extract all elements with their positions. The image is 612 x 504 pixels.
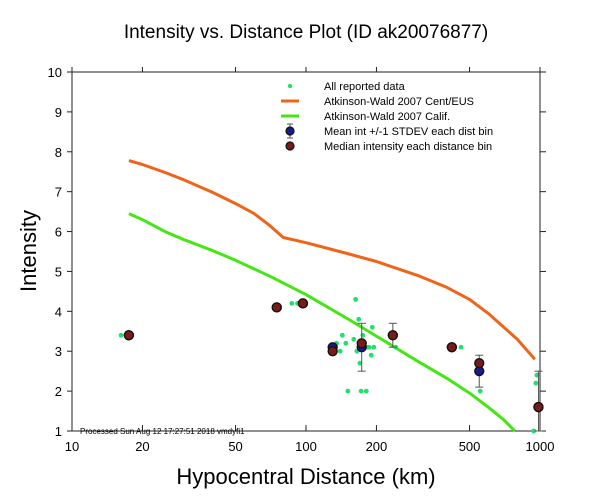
legend-dot-icon — [287, 83, 293, 89]
data-point — [358, 388, 364, 394]
x-tick-label: 20 — [135, 439, 149, 454]
data-point — [357, 360, 363, 366]
legend-label: Median intensity each distance bin — [324, 141, 492, 153]
data-point — [366, 344, 372, 350]
data-point — [369, 324, 375, 330]
x-tick-label: 200 — [366, 439, 388, 454]
median-marker — [533, 401, 544, 413]
legend-label: Atkinson-Wald 2007 Cent/EUS — [324, 96, 474, 108]
y-tick-label: 2 — [55, 384, 62, 399]
data-point — [371, 344, 377, 350]
data-point — [531, 428, 537, 434]
reported-points — [118, 296, 540, 434]
median-marker — [387, 330, 398, 341]
data-point — [533, 380, 539, 386]
legend-label: Mean int +/-1 STDEV each dist bin — [324, 126, 493, 138]
legend-label: All reported data — [324, 81, 406, 93]
x-tick-label: 10 — [65, 439, 79, 454]
bin-markers — [123, 298, 544, 432]
processed-annotation: Processed Sun Aug 12 17:27:51 2018 vmdyf… — [80, 427, 245, 436]
median-marker — [123, 330, 135, 341]
data-point — [343, 340, 349, 346]
y-tick-label: 5 — [55, 264, 62, 279]
x-tick-label: 50 — [228, 439, 242, 454]
y-tick-label: 10 — [48, 65, 62, 80]
model-curves — [128, 159, 536, 433]
data-point — [337, 348, 343, 354]
data-point — [356, 316, 362, 322]
data-point — [353, 296, 359, 302]
cent-eus-curve — [128, 159, 536, 361]
median-marker — [297, 298, 309, 309]
median-marker — [474, 358, 485, 369]
y-tick-label: 1 — [55, 424, 62, 439]
chart-title: Intensity vs. Distance Plot (ID ak200768… — [124, 22, 488, 43]
data-point — [345, 388, 351, 394]
data-point — [339, 332, 345, 338]
y-axis-title: Intensity — [16, 210, 41, 292]
data-point — [477, 388, 483, 394]
x-axis-title: Hypocentral Distance (km) — [176, 464, 435, 489]
y-tick-label: 9 — [55, 105, 62, 120]
data-point — [351, 336, 357, 342]
data-point — [360, 332, 366, 338]
median-marker — [271, 302, 282, 313]
y-tick-label: 8 — [55, 145, 62, 160]
median-marker — [446, 342, 457, 353]
calif-curve — [128, 212, 516, 433]
data-point — [289, 300, 295, 306]
axes: 10 20 50 100 200 500 1000 1 2 3 4 5 6 7 8 9 10 — [48, 65, 555, 454]
data-point — [363, 388, 369, 394]
legend-label: Atkinson-Wald 2007 Calif. — [324, 111, 450, 123]
median-marker — [327, 346, 338, 357]
data-point — [458, 344, 464, 350]
y-tick-label: 7 — [55, 185, 62, 200]
x-tick-label: 100 — [295, 439, 317, 454]
x-tick-label: 500 — [459, 439, 481, 454]
data-point — [368, 352, 374, 358]
y-tick-label: 3 — [55, 344, 62, 359]
legend: All reported data Atkinson-Wald 2007 Cent… — [281, 81, 493, 153]
data-point — [118, 332, 124, 338]
y-tick-label: 6 — [55, 225, 62, 240]
median-marker — [356, 338, 367, 349]
legend-circle-icon — [285, 126, 295, 136]
legend-circle-icon — [285, 141, 295, 151]
x-tick-label: 1000 — [526, 439, 555, 454]
y-tick-label: 4 — [55, 304, 62, 319]
